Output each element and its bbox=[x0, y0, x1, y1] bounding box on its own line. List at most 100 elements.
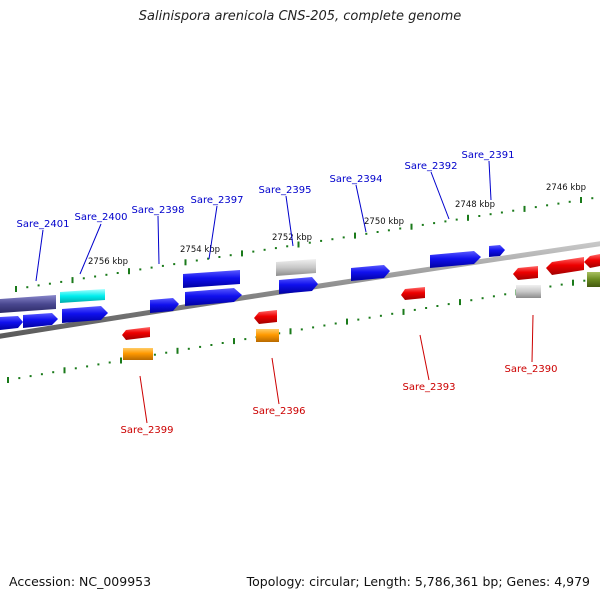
minor-tick bbox=[29, 375, 32, 378]
major-tick bbox=[459, 299, 461, 306]
gene-sare-2396-companion[interactable] bbox=[256, 329, 279, 342]
minor-tick bbox=[591, 197, 594, 200]
minor-tick bbox=[320, 239, 323, 242]
minor-tick bbox=[504, 293, 507, 296]
gene-sare-2398[interactable] bbox=[150, 298, 179, 313]
minor-tick bbox=[105, 273, 108, 276]
minor-tick bbox=[173, 263, 176, 266]
minor-tick bbox=[74, 367, 77, 370]
gene-sare-2401b[interactable] bbox=[0, 316, 23, 330]
minor-tick bbox=[278, 332, 281, 335]
minor-tick bbox=[492, 295, 495, 298]
minor-tick bbox=[244, 338, 247, 341]
gene-forward-a[interactable] bbox=[23, 313, 58, 328]
gene-label-sare-2398[interactable]: Sare_2398 bbox=[132, 205, 185, 216]
gene-sare-2395[interactable] bbox=[276, 259, 316, 276]
minor-tick bbox=[455, 218, 458, 221]
ruler-label: 2750 kbp bbox=[364, 217, 404, 227]
gene-reverse-b[interactable] bbox=[584, 254, 600, 268]
minor-tick bbox=[229, 254, 232, 257]
major-tick bbox=[71, 277, 74, 284]
minor-tick bbox=[263, 248, 266, 251]
minor-tick bbox=[481, 297, 484, 300]
minor-tick bbox=[312, 326, 315, 329]
gene-label-sare-2390[interactable]: Sare_2390 bbox=[505, 364, 558, 375]
gene-sare-2392[interactable] bbox=[430, 251, 481, 268]
minor-tick bbox=[86, 365, 89, 368]
gene-sare-2390-companion[interactable] bbox=[516, 285, 541, 298]
minor-tick bbox=[470, 299, 473, 302]
minor-tick bbox=[286, 245, 289, 248]
minor-tick bbox=[421, 223, 424, 226]
minor-tick bbox=[560, 283, 563, 286]
genome-summary-text: Topology: circular; Length: 5,786,361 bp… bbox=[246, 574, 590, 589]
minor-tick bbox=[342, 236, 345, 239]
major-tick bbox=[233, 338, 235, 345]
ruler-label: 2746 kbp bbox=[546, 183, 586, 193]
gene-label-sare-2399[interactable]: Sare_2399 bbox=[121, 425, 174, 436]
major-tick bbox=[580, 197, 582, 203]
gene-sare-2395b[interactable] bbox=[279, 277, 318, 294]
minor-tick bbox=[433, 222, 436, 225]
minor-tick bbox=[368, 316, 371, 319]
gene-reverse-a[interactable] bbox=[546, 257, 584, 275]
gene-sare-2399-companion[interactable] bbox=[123, 348, 153, 360]
minor-tick bbox=[165, 351, 168, 354]
gene-sare-2397[interactable] bbox=[183, 270, 240, 288]
gene-reverse-c[interactable] bbox=[587, 272, 600, 287]
forward-gene-labels bbox=[35, 160, 492, 282]
minor-tick bbox=[331, 238, 334, 241]
minor-tick bbox=[376, 231, 379, 233]
major-tick bbox=[467, 214, 469, 221]
minor-tick bbox=[425, 307, 428, 309]
gene-sare-2393[interactable] bbox=[401, 287, 425, 300]
minor-tick bbox=[252, 250, 255, 253]
gene-label-sare-2396[interactable]: Sare_2396 bbox=[253, 406, 306, 417]
minor-tick bbox=[489, 213, 492, 216]
minor-tick bbox=[365, 232, 368, 235]
gene-sare-2394[interactable] bbox=[351, 265, 390, 281]
major-tick bbox=[572, 279, 574, 286]
minor-tick bbox=[108, 361, 111, 364]
major-tick bbox=[410, 223, 413, 230]
gene-label-sare-2391[interactable]: Sare_2391 bbox=[462, 150, 515, 161]
minor-tick bbox=[48, 282, 51, 285]
minor-tick bbox=[52, 371, 55, 374]
minor-tick bbox=[546, 204, 549, 207]
gene-sare-2400b[interactable] bbox=[62, 306, 108, 323]
minor-tick bbox=[218, 256, 221, 258]
gene-sare-2397b[interactable] bbox=[185, 288, 242, 306]
minor-tick bbox=[187, 347, 190, 350]
gene-label-sare-2400[interactable]: Sare_2400 bbox=[75, 212, 128, 223]
major-tick bbox=[354, 232, 356, 239]
minor-tick bbox=[150, 266, 153, 269]
minor-tick bbox=[478, 215, 481, 217]
gene-sare-2401[interactable] bbox=[0, 295, 56, 313]
minor-tick bbox=[40, 373, 43, 376]
minor-tick bbox=[387, 229, 390, 232]
minor-tick bbox=[323, 324, 326, 327]
minor-tick bbox=[357, 318, 360, 321]
gene-label-sare-2393[interactable]: Sare_2393 bbox=[403, 382, 456, 393]
reverse-gene-labels bbox=[139, 314, 534, 424]
major-tick bbox=[241, 250, 243, 257]
gene-sare-2400[interactable] bbox=[60, 289, 105, 303]
minor-tick bbox=[379, 314, 382, 317]
gene-label-sare-2392[interactable]: Sare_2392 bbox=[405, 161, 458, 172]
gene-label-sare-2397[interactable]: Sare_2397 bbox=[191, 195, 244, 206]
major-tick bbox=[297, 241, 300, 248]
gene-label-sare-2395[interactable]: Sare_2395 bbox=[259, 185, 312, 196]
minor-tick bbox=[444, 220, 447, 223]
minor-tick bbox=[399, 227, 402, 230]
gene-sare-2390[interactable] bbox=[513, 266, 538, 280]
gene-label-sare-2401[interactable]: Sare_2401 bbox=[17, 219, 70, 230]
gene-label-sare-2394[interactable]: Sare_2394 bbox=[330, 174, 383, 185]
minor-tick bbox=[413, 308, 416, 311]
gene-sare-2391[interactable] bbox=[489, 245, 505, 257]
minor-tick bbox=[557, 202, 560, 205]
gene-sare-2396[interactable] bbox=[254, 310, 277, 324]
minor-tick bbox=[512, 209, 515, 212]
gene-sare-2399[interactable] bbox=[122, 327, 150, 340]
minor-tick bbox=[308, 241, 311, 244]
outer-tick-track bbox=[15, 197, 594, 292]
